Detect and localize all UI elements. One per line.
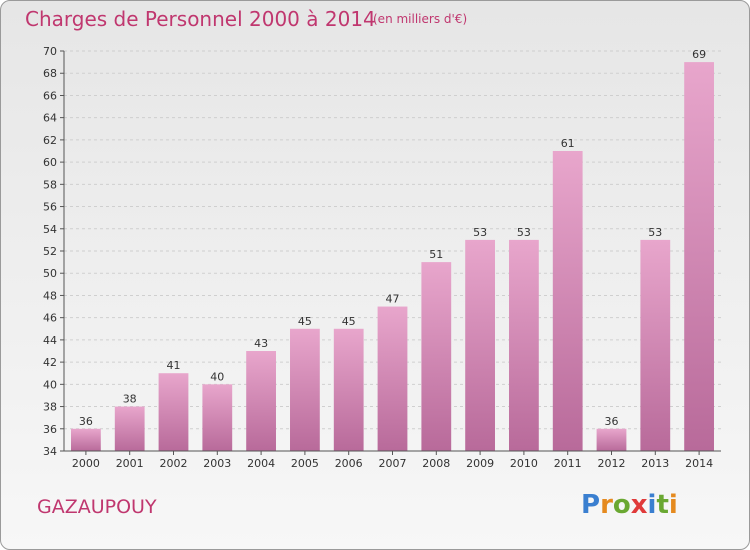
bar-value-label: 69 bbox=[692, 48, 706, 61]
x-tick-label: 2004 bbox=[247, 457, 275, 470]
bar-value-label: 51 bbox=[429, 248, 443, 261]
x-tick-label: 2001 bbox=[116, 457, 144, 470]
bar-value-label: 40 bbox=[210, 370, 224, 383]
y-tick-label: 46 bbox=[43, 312, 57, 325]
bar bbox=[421, 262, 452, 451]
bar-value-label: 53 bbox=[473, 226, 487, 239]
logo-letter: t bbox=[656, 490, 669, 520]
bar-value-label: 53 bbox=[517, 226, 531, 239]
bar-value-label: 45 bbox=[342, 315, 356, 328]
bar-value-label: 36 bbox=[79, 415, 93, 428]
bar-value-label: 38 bbox=[123, 393, 137, 406]
bar bbox=[377, 306, 408, 451]
x-tick-label: 2014 bbox=[685, 457, 713, 470]
y-tick-label: 34 bbox=[43, 445, 57, 458]
x-tick-label: 2013 bbox=[641, 457, 669, 470]
data-labels: 36 38 41 40 43 45 45 47 51 53 53 61 36 53 69 bbox=[79, 48, 706, 428]
commune-name: GAZAUPOUY bbox=[37, 496, 157, 518]
logo-letter: P bbox=[581, 490, 601, 520]
bar bbox=[640, 239, 671, 451]
y-tick-label: 52 bbox=[43, 245, 57, 258]
x-tick-label: 2000 bbox=[72, 457, 100, 470]
x-tick-label: 2011 bbox=[554, 457, 582, 470]
y-tick-label: 40 bbox=[43, 378, 57, 391]
bar bbox=[114, 406, 145, 451]
bar-value-label: 41 bbox=[167, 359, 181, 372]
bar bbox=[71, 428, 101, 451]
logo-letter: i bbox=[647, 490, 657, 520]
y-tick-label: 50 bbox=[43, 267, 57, 280]
y-tick-label: 68 bbox=[43, 67, 57, 80]
chart-title: Charges de Personnel 2000 à 2014 bbox=[25, 7, 376, 31]
x-tick-label: 2005 bbox=[291, 457, 319, 470]
y-tick-label: 66 bbox=[43, 89, 57, 102]
logo-letter: o bbox=[612, 490, 631, 520]
y-tick-label: 64 bbox=[43, 112, 57, 125]
x-tick-label: 2006 bbox=[335, 457, 363, 470]
y-tick-label: 48 bbox=[43, 289, 57, 302]
x-tick-label: 2002 bbox=[160, 457, 188, 470]
chart-subtitle: (en milliers d'€) bbox=[373, 12, 468, 26]
bar bbox=[552, 151, 583, 451]
y-tick-label: 70 bbox=[43, 45, 57, 58]
bar-value-label: 43 bbox=[254, 337, 268, 350]
bar bbox=[246, 351, 276, 451]
logo-letter: x bbox=[630, 490, 648, 520]
y-tick-label: 60 bbox=[43, 156, 57, 169]
y-tick-label: 36 bbox=[43, 423, 57, 436]
bar bbox=[465, 239, 495, 451]
x-tick-label: 2010 bbox=[510, 457, 538, 470]
y-tick-label: 42 bbox=[43, 356, 57, 369]
bar-value-label: 53 bbox=[648, 226, 662, 239]
bar-value-label: 45 bbox=[298, 315, 312, 328]
bar-value-label: 36 bbox=[605, 415, 619, 428]
x-tick-label: 2007 bbox=[379, 457, 407, 470]
bar bbox=[596, 428, 627, 451]
proxiti-logo: Proxiti bbox=[581, 490, 678, 520]
y-tick-label: 58 bbox=[43, 178, 57, 191]
bar bbox=[290, 328, 320, 451]
x-tick-label: 2009 bbox=[466, 457, 494, 470]
bar bbox=[684, 62, 714, 451]
bar-value-label: 61 bbox=[561, 137, 575, 150]
y-tick-label: 56 bbox=[43, 201, 57, 214]
y-tick-label: 54 bbox=[43, 223, 57, 236]
logo-letter: i bbox=[668, 490, 678, 520]
x-tick-label: 2008 bbox=[422, 457, 450, 470]
y-tick-label: 44 bbox=[43, 334, 57, 347]
bars bbox=[71, 62, 714, 451]
bar bbox=[509, 239, 539, 451]
y-tick-label: 38 bbox=[43, 401, 57, 414]
bar bbox=[333, 328, 364, 451]
bar-value-label: 47 bbox=[386, 293, 400, 306]
y-tick-label: 62 bbox=[43, 134, 57, 147]
x-tick-label: 2012 bbox=[598, 457, 626, 470]
bar bbox=[158, 373, 189, 451]
axes: 34 36 38 40 42 44 46 48 50 52 54 56 58 60 62 64 66 68 70 20… bbox=[43, 45, 721, 470]
bar bbox=[202, 384, 233, 451]
x-tick-label: 2003 bbox=[203, 457, 231, 470]
logo-letter: r bbox=[600, 490, 613, 520]
